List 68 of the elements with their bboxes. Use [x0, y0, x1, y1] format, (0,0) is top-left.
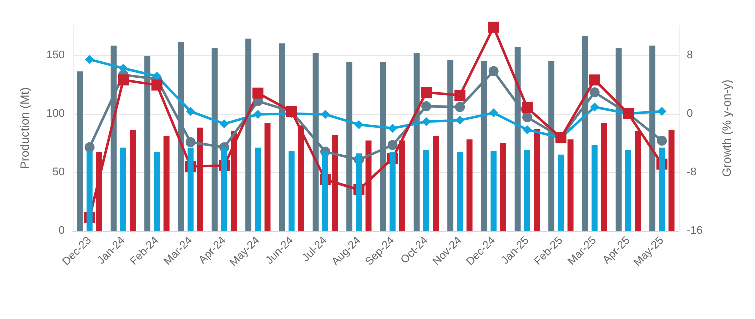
bar — [433, 136, 440, 231]
point — [489, 108, 498, 118]
y-axis-title: Production (Mt) — [18, 87, 32, 170]
y2-tick-label: 8 — [687, 49, 694, 62]
bar — [164, 136, 170, 231]
point — [523, 125, 532, 134]
bar — [592, 145, 598, 231]
point — [657, 136, 668, 146]
point — [152, 80, 163, 91]
point — [84, 142, 95, 153]
bar — [390, 152, 396, 231]
bar — [601, 123, 608, 231]
bar — [264, 123, 271, 231]
y2-tick-label: -8 — [687, 166, 697, 178]
point — [589, 74, 600, 86]
bar — [534, 129, 540, 231]
point — [488, 66, 499, 76]
point — [186, 107, 196, 116]
bar — [626, 150, 632, 231]
bar — [524, 150, 530, 231]
bar — [457, 152, 464, 231]
point — [254, 110, 263, 120]
bar — [188, 148, 194, 231]
point — [455, 102, 466, 112]
y-tick-label: 0 — [58, 225, 65, 237]
point — [422, 117, 431, 126]
point — [85, 55, 94, 64]
point — [220, 120, 229, 129]
point — [658, 107, 667, 116]
bar — [466, 140, 473, 231]
bar — [77, 72, 84, 231]
bar — [356, 154, 362, 231]
point — [388, 124, 398, 133]
point — [522, 112, 532, 123]
point — [421, 87, 432, 98]
point — [456, 116, 465, 125]
point — [522, 102, 533, 114]
y-tick-label: 100 — [46, 108, 65, 120]
y-tick-label: 50 — [52, 166, 65, 178]
bar — [288, 151, 295, 231]
y-tick-label: 150 — [46, 49, 65, 62]
bar — [120, 148, 126, 231]
bar — [154, 152, 160, 231]
bar — [558, 154, 564, 231]
point — [119, 64, 128, 73]
bar — [86, 151, 93, 231]
bar — [255, 148, 262, 231]
point — [488, 22, 500, 33]
point — [252, 88, 264, 99]
bar — [222, 148, 228, 231]
point — [422, 102, 432, 112]
point — [321, 110, 330, 120]
bar — [130, 130, 136, 231]
point — [186, 137, 196, 148]
bar — [322, 151, 328, 231]
point — [454, 90, 466, 102]
point — [388, 140, 398, 150]
bar — [490, 151, 497, 231]
y2-tick-label: 0 — [687, 108, 694, 120]
point — [354, 120, 364, 130]
y2-axis-title: Growth (% y-on-y) — [720, 80, 734, 178]
bar — [659, 148, 666, 231]
y2-tick-label: -16 — [687, 225, 703, 237]
point — [590, 102, 600, 112]
point — [118, 74, 129, 86]
point — [590, 88, 600, 98]
bar — [500, 143, 506, 231]
bar — [424, 150, 430, 231]
